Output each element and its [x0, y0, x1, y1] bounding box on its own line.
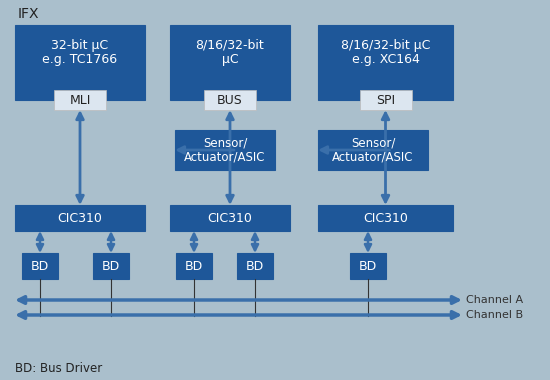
Text: BD: BD [102, 260, 120, 272]
Bar [318, 25, 453, 100]
Text: Actuator/ASIC: Actuator/ASIC [184, 150, 266, 163]
Text: BD: BD [246, 260, 264, 272]
Bar [175, 130, 275, 170]
Bar [350, 253, 386, 279]
Text: μC: μC [222, 52, 238, 65]
Bar [170, 205, 290, 231]
Text: 32-bit μC: 32-bit μC [52, 38, 108, 52]
Text: Channel A: Channel A [466, 295, 523, 305]
Text: CIC310: CIC310 [363, 212, 408, 225]
Text: e.g. XC164: e.g. XC164 [351, 52, 420, 65]
Text: 8/16/32-bit μC: 8/16/32-bit μC [341, 38, 430, 52]
Text: BD: BD [359, 260, 377, 272]
Text: Actuator/ASIC: Actuator/ASIC [332, 150, 414, 163]
Text: SPI: SPI [376, 93, 395, 106]
Text: BD: Bus Driver: BD: Bus Driver [15, 361, 102, 375]
Bar [318, 205, 453, 231]
Text: Sensor/: Sensor/ [351, 136, 395, 149]
Text: BD: BD [31, 260, 49, 272]
Bar [204, 90, 256, 110]
Text: BD: BD [185, 260, 203, 272]
Text: e.g. TC1766: e.g. TC1766 [42, 52, 118, 65]
Bar [22, 253, 58, 279]
Bar [54, 90, 106, 110]
Bar [237, 253, 273, 279]
Text: CIC310: CIC310 [58, 212, 102, 225]
Text: CIC310: CIC310 [207, 212, 252, 225]
Text: Sensor/: Sensor/ [203, 136, 247, 149]
Bar [15, 25, 145, 100]
Text: 8/16/32-bit: 8/16/32-bit [196, 38, 265, 52]
Bar [318, 130, 428, 170]
Text: Channel B: Channel B [466, 310, 523, 320]
Bar [170, 25, 290, 100]
Bar [93, 253, 129, 279]
Bar [360, 90, 411, 110]
Text: BUS: BUS [217, 93, 243, 106]
Text: MLI: MLI [69, 93, 91, 106]
Bar [15, 205, 145, 231]
Bar [176, 253, 212, 279]
Text: IFX: IFX [18, 7, 40, 21]
